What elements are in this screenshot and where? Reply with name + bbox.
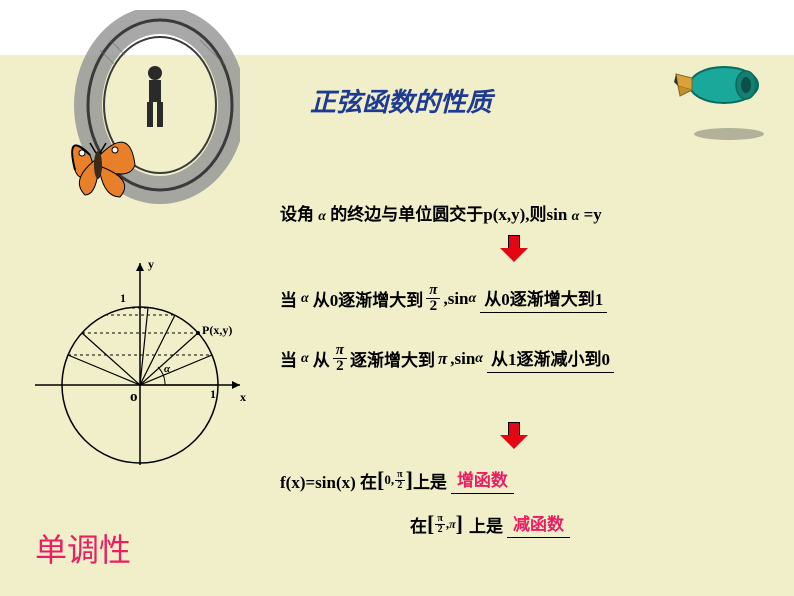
int1-b: π 2 <box>395 470 404 491</box>
pencil-shadow <box>694 128 764 140</box>
l2-alpha2: α <box>475 351 483 367</box>
l1-alpha: α <box>301 291 309 307</box>
statement-4: 在 [ π 2 , π ] 上是 减函数 <box>410 510 570 538</box>
l1-alpha2: α <box>469 291 477 307</box>
l2-answer: 从1逐渐减小到0 <box>487 345 614 373</box>
monotonicity-label: 单调性 <box>35 525 131 571</box>
pi-over-2: π 2 <box>426 283 440 314</box>
origin-label: o <box>130 389 138 406</box>
l3-answer: 增函数 <box>451 466 514 494</box>
l4-answer: 减函数 <box>507 510 570 538</box>
frac-den: 2 <box>427 299 441 314</box>
x-axis-label: x <box>240 390 246 405</box>
frac-num2: π <box>333 343 347 359</box>
y-axis-label: y <box>148 257 154 272</box>
pi-symbol: π <box>438 349 447 369</box>
unit-circle-diagram: y x o 1 1 P(x,y) α <box>30 255 250 475</box>
l2-mid2: 逐渐增大到 <box>350 346 435 371</box>
arrow-down-icon <box>500 235 528 263</box>
alpha-symbol: α <box>318 209 326 224</box>
frac-den2: 2 <box>333 359 347 374</box>
l3-mid: 上是 <box>413 468 447 493</box>
lbracket2: [ <box>427 511 434 537</box>
l3-pre: f(x)=sin(x) 在 <box>280 468 377 493</box>
decor-ring-butterfly <box>60 10 240 190</box>
frac-num: π <box>426 283 440 299</box>
statement-1: 当 α 从0逐渐增大到 π 2 ,sin α 从0逐渐增大到1 <box>280 283 607 314</box>
int2-a: π 2 <box>435 514 444 535</box>
l1-mid2: ,sin <box>443 289 468 309</box>
pi-over-2-b: π 2 <box>333 343 347 374</box>
lbracket: [ <box>377 467 384 493</box>
one-x-label: 1 <box>210 387 216 402</box>
statement-2: 当 α 从 π 2 逐渐增大到 π ,sin α 从1逐渐减小到0 <box>280 343 614 374</box>
page-title: 正弦函数的性质 <box>310 82 492 119</box>
l1-mid1: 从0逐渐增大到 <box>313 286 424 311</box>
one-y-label: 1 <box>120 291 126 306</box>
l1-pre: 当 <box>280 286 297 311</box>
rbracket2: ] <box>456 511 463 537</box>
pencil-icon <box>674 60 764 130</box>
alpha-symbol2: α <box>572 209 580 224</box>
l2-pre: 当 <box>280 346 297 371</box>
intro-mid: 的终边与单位圆交于p(x,y),则sin <box>330 205 567 224</box>
point-label: P(x,y) <box>202 323 232 338</box>
intro-text: 设角 α 的终边与单位圆交于p(x,y),则sin α =y <box>280 200 602 225</box>
arrow-down-icon-2 <box>500 422 528 450</box>
intro-pre: 设角 <box>280 205 314 224</box>
l2-alpha: α <box>301 351 309 367</box>
rbracket: ] <box>406 467 413 493</box>
l2-mid1: 从 <box>313 346 330 371</box>
l4-mid: 上是 <box>469 512 503 537</box>
l2-mid3: ,sin <box>450 349 475 369</box>
l4-pre: 在 <box>410 512 427 537</box>
statement-3: f(x)=sin(x) 在 [ 0 , π 2 ] 上是 增函数 <box>280 466 514 494</box>
alpha-angle-label: α <box>164 363 170 375</box>
l1-answer: 从0逐渐增大到1 <box>480 285 607 313</box>
intro-post: =y <box>584 205 602 224</box>
